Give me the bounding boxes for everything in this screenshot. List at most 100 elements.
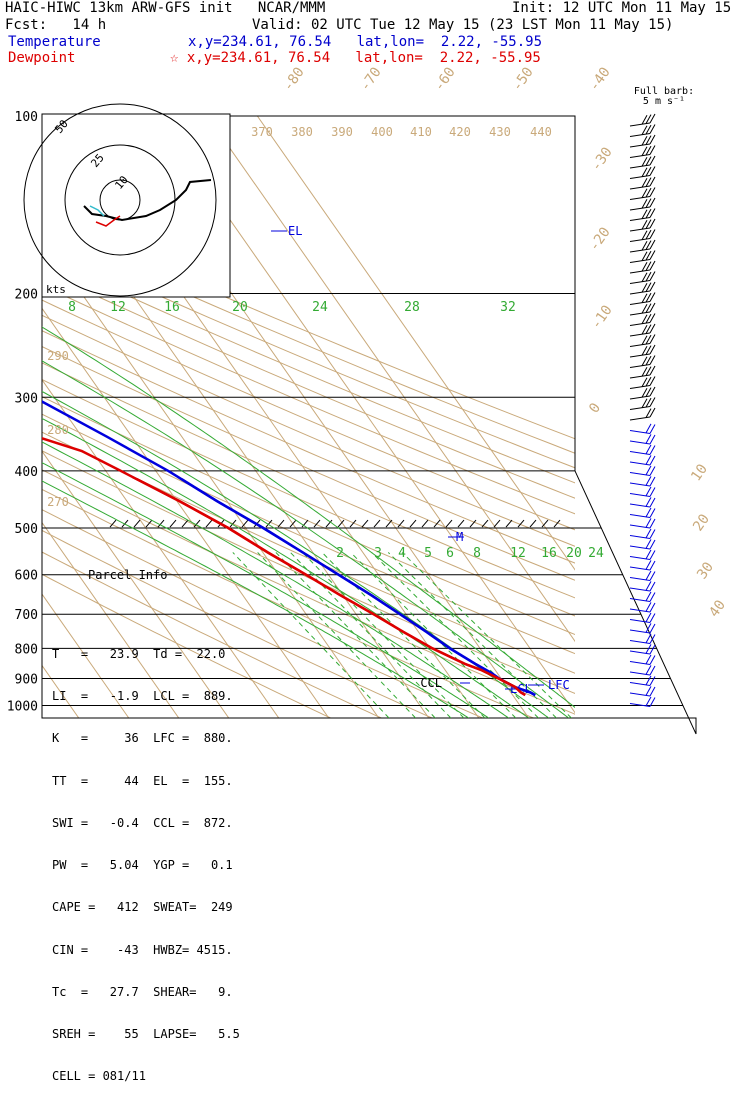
wind-barb: [629, 406, 651, 410]
wind-barb-flag: [645, 145, 652, 156]
hash-mark: [469, 519, 477, 528]
wind-barb: [629, 671, 651, 676]
wind-barb: [629, 395, 651, 400]
mixing-ratio-label: 20: [566, 546, 582, 561]
hash-mark: [493, 519, 501, 528]
wind-barb-flag: [649, 334, 656, 344]
wind-barb-flag: [649, 124, 656, 134]
wind-barb-flag: [649, 187, 656, 197]
pressure-tick-label: 700: [15, 608, 38, 623]
isotherm-line: [42, 450, 230, 718]
wind-barb-flag: [649, 208, 656, 218]
dry-adiabat: [42, 242, 575, 469]
wind-barb-flag: [649, 644, 656, 655]
theta-label: 370: [251, 125, 273, 139]
wind-barb: [629, 185, 651, 190]
moist-adiabat-label: 20: [232, 300, 248, 315]
hash-mark: [169, 519, 177, 528]
wind-barb: [629, 280, 651, 284]
hash-mark: [337, 519, 345, 528]
wind-barb: [629, 269, 651, 274]
dry-adiabat: [42, 573, 331, 718]
dry-adiabat: [42, 215, 575, 440]
hash-mark: [373, 519, 381, 528]
wind-barb-flag: [649, 313, 656, 323]
hash-mark: [553, 519, 561, 528]
level-label: M: [456, 530, 463, 544]
wind-barb: [629, 451, 651, 455]
wind-barb-flag: [641, 314, 648, 324]
wind-barb-flag: [645, 366, 652, 376]
plot-frame: [41, 115, 697, 735]
forecast-hour: Fcst: 14 h: [5, 17, 107, 33]
dry-adiabat: [42, 284, 575, 515]
mixing-ratio-label: 6: [446, 546, 454, 561]
wind-barb-flag: [641, 188, 648, 198]
isotherm-label: 40: [706, 597, 729, 620]
wind-barb-flag: [641, 135, 648, 146]
parcel-row: CAPE = 412 SWEAT= 249: [52, 900, 233, 915]
wind-barb-flag: [645, 271, 652, 282]
pressure-tick-label: 900: [15, 673, 38, 688]
wind-barb-flag: [641, 282, 648, 293]
pressure-tick-label: 600: [15, 569, 38, 584]
hash-mark: [481, 519, 489, 528]
wind-barb: [629, 364, 651, 368]
wind-barb-flag: [645, 198, 652, 208]
hash-mark: [157, 519, 165, 528]
wind-barb-flag: [641, 356, 648, 366]
wind-barb-flag: [649, 424, 656, 434]
wind-barb-flag: [641, 114, 648, 125]
hash-mark: [301, 519, 309, 528]
wind-barb: [629, 587, 651, 592]
parcel-row: Tc = 27.7 SHEAR= 9.: [52, 984, 233, 999]
wind-barb-flag: [649, 665, 656, 676]
moist-adiabat: [42, 441, 509, 718]
wind-barb: [629, 640, 651, 644]
moist-adiabat: [42, 326, 575, 709]
wind-barb-flag: [649, 397, 656, 407]
wind-barb: [629, 566, 651, 571]
wind-barb: [629, 238, 651, 242]
wind-barb: [629, 175, 651, 179]
hash-mark: [109, 519, 117, 528]
hash-mark: [133, 519, 141, 528]
moist-adiabat: [42, 480, 469, 718]
wind-barb-flag: [645, 423, 652, 434]
wind-barb-flag: [649, 229, 656, 239]
wind-barb-flag: [641, 219, 648, 230]
wind-barb: [629, 133, 651, 137]
isotherm-line: [42, 593, 130, 718]
hash-mark: [349, 519, 357, 528]
pressure-tick-label: 1000: [7, 700, 38, 715]
hash-mark: [385, 519, 393, 528]
wind-barb-flag: [645, 486, 652, 497]
wind-barb: [629, 619, 651, 623]
wind-barb-flag: [649, 376, 656, 386]
wind-barb: [629, 598, 651, 602]
wind-barb-flag: [645, 528, 652, 539]
wind-barb: [629, 259, 651, 263]
hodograph-trace-surface: [95, 215, 121, 227]
wind-barb-flag: [645, 324, 652, 334]
wind-barb: [629, 322, 651, 326]
wind-barb: [629, 290, 651, 295]
hash-mark: [145, 519, 153, 528]
wind-barb-flag: [649, 455, 656, 466]
wind-barb-flag: [645, 465, 652, 476]
wind-barb-flag: [649, 581, 656, 592]
wind-barb-flag: [641, 251, 648, 261]
temperature-legend-label: Temperature: [8, 34, 101, 50]
wind-barb-flag: [641, 272, 648, 282]
wind-barb-flag: [649, 218, 656, 229]
wind-barb-flag: [649, 176, 656, 187]
parcel-row: CIN = -43 HWBZ= 4515.: [52, 942, 233, 957]
isotherm-label: -30: [588, 144, 616, 174]
wind-barb: [629, 385, 651, 389]
wind-barb-flag: [649, 365, 656, 376]
wind-barb-flag: [645, 518, 652, 528]
dry-adiabat: [42, 330, 575, 564]
wind-barb: [629, 353, 651, 358]
wind-barb-flag: [649, 407, 656, 418]
isotherm-label: 30: [694, 559, 717, 582]
